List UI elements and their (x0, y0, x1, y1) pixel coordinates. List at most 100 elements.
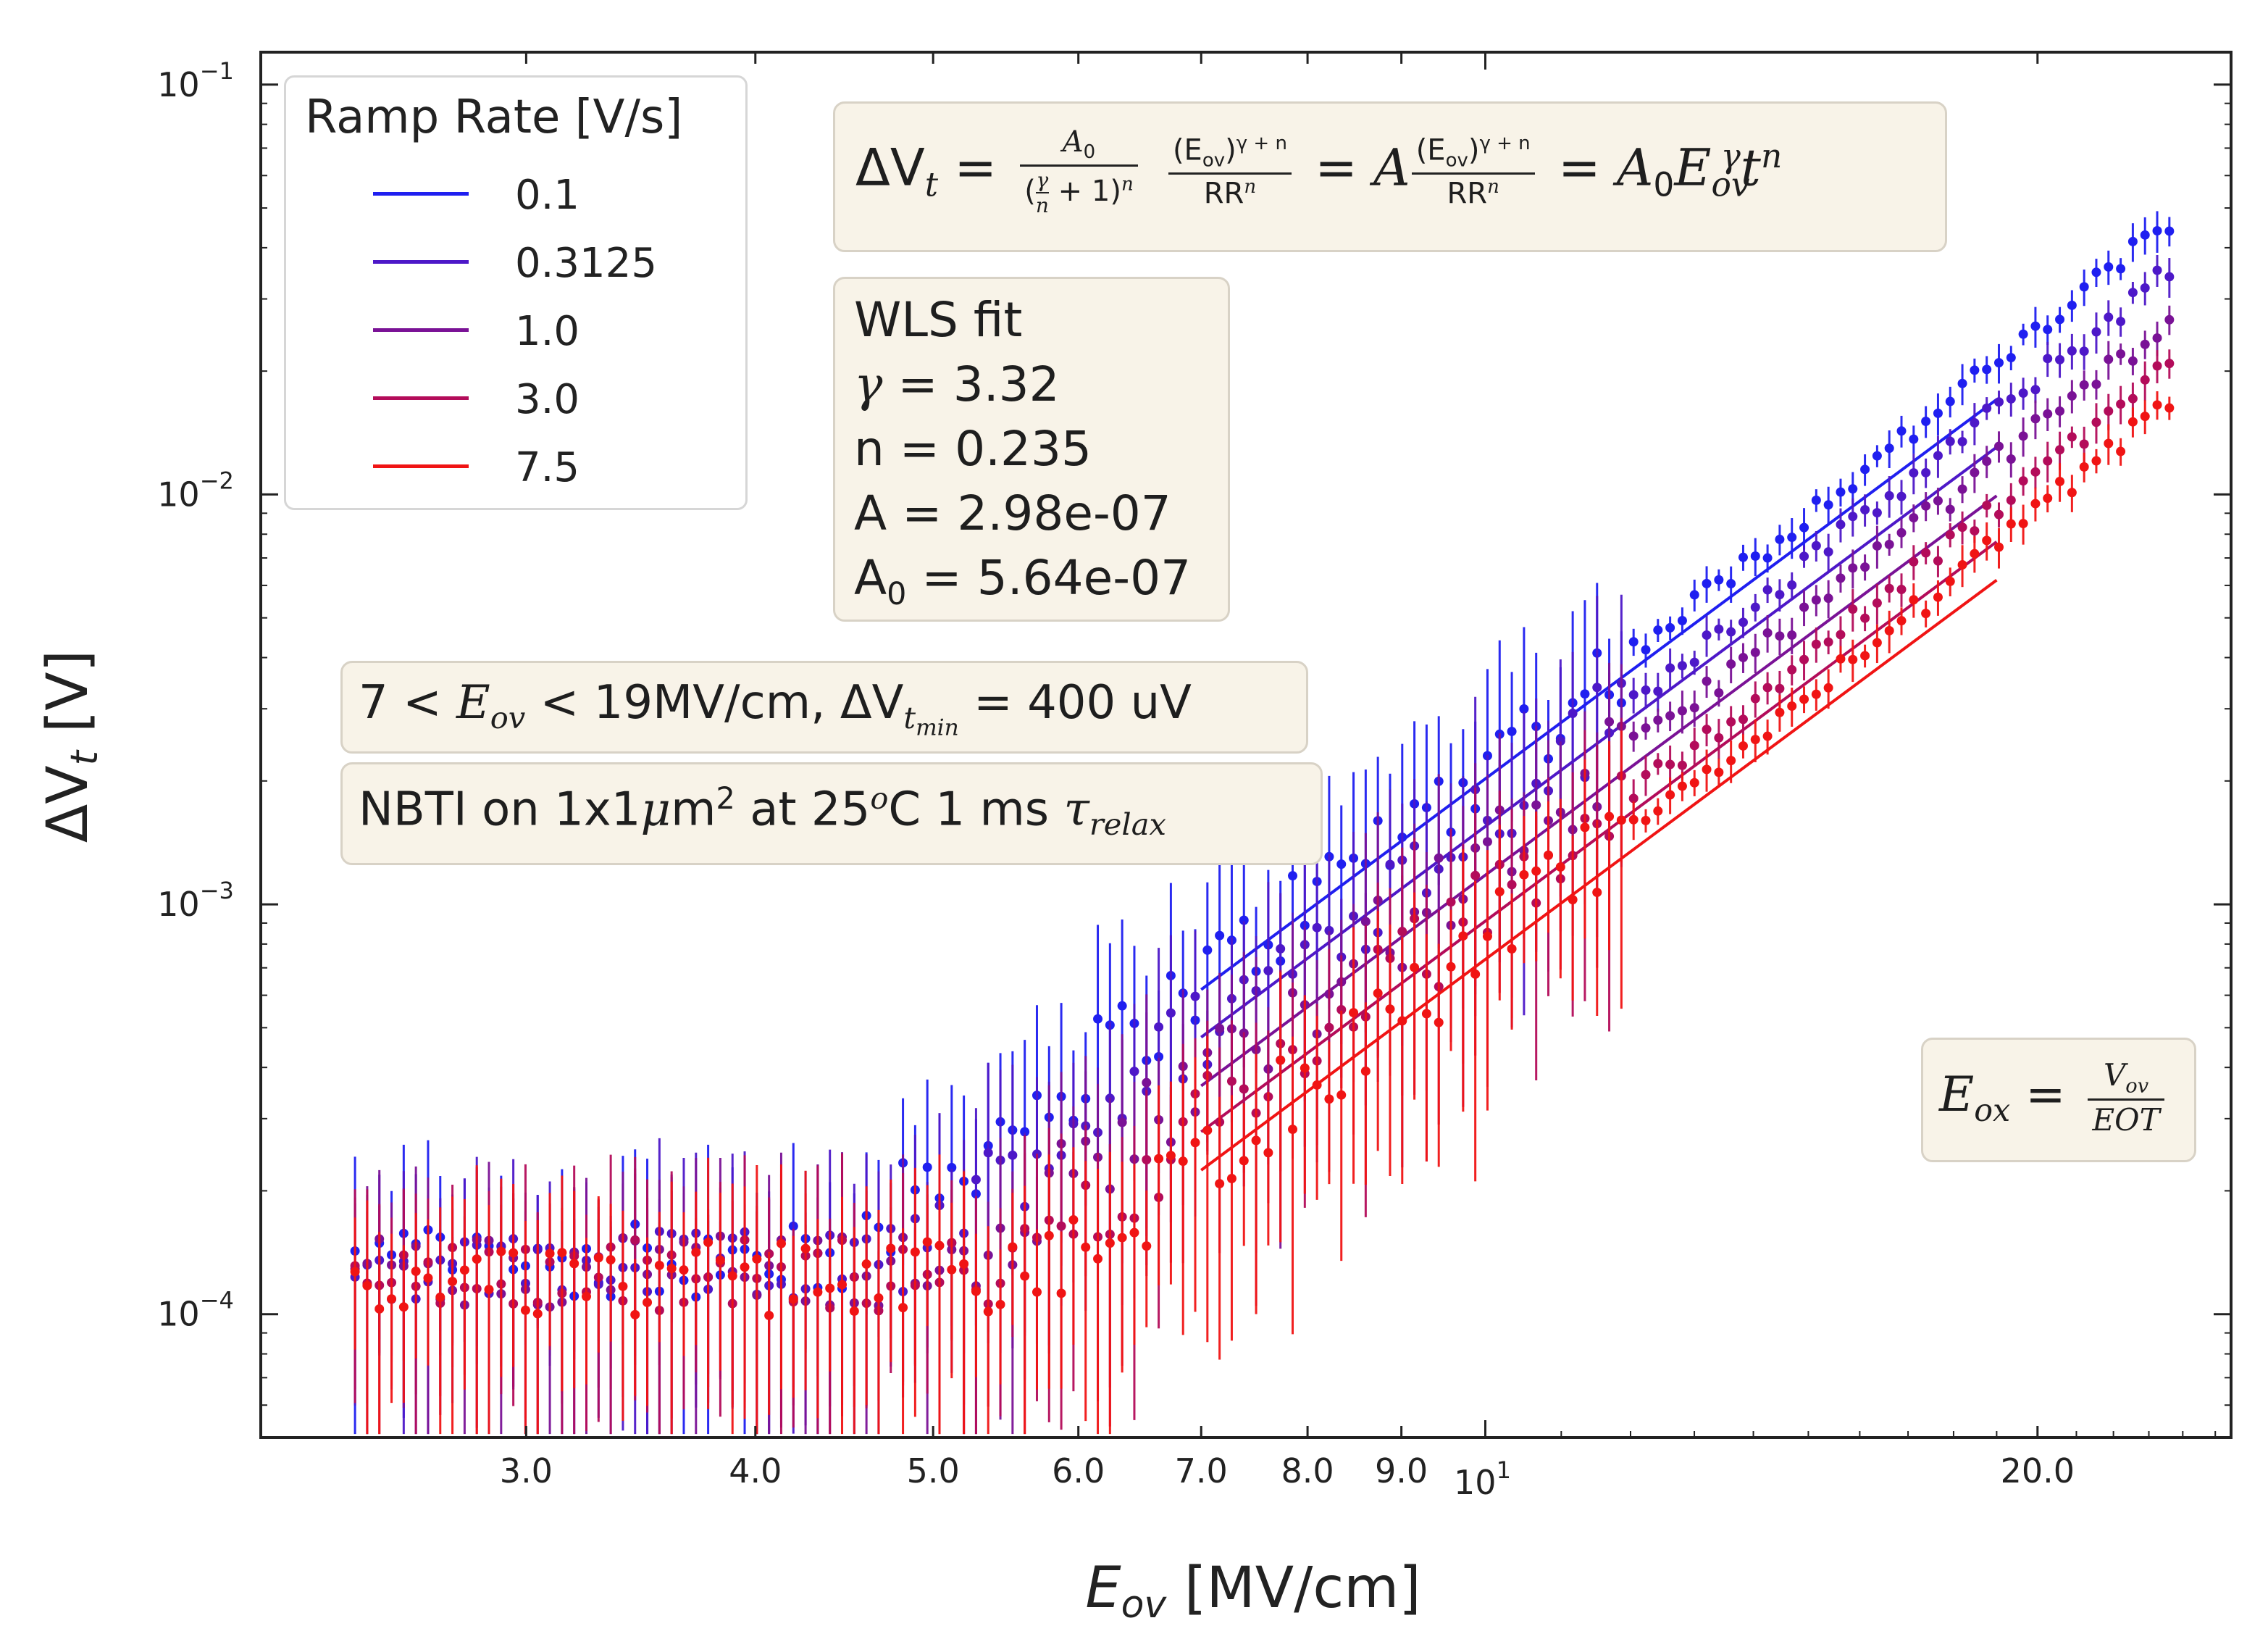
data-point (1738, 552, 1748, 562)
data-point (1799, 551, 1809, 562)
data-point (2152, 400, 2162, 410)
legend-label: 3.0 (515, 376, 580, 423)
data-point (849, 1306, 859, 1316)
eq-a0: A (1062, 125, 1084, 159)
data-point (2140, 283, 2150, 293)
data-point (861, 1259, 871, 1269)
data-point (1360, 917, 1371, 927)
data-point (2140, 230, 2150, 240)
data-point (910, 1247, 920, 1257)
data-point (1239, 915, 1249, 925)
data-point (2079, 462, 2089, 472)
x-decade-label: 101 (1454, 1456, 1511, 1502)
fit-a0: A0 = 5.64e-07 (854, 546, 1228, 627)
data-point (1702, 578, 1712, 588)
data-point (1385, 859, 1395, 869)
data-point (1921, 467, 1931, 477)
data-point (1921, 416, 1931, 426)
data-point (1215, 1179, 1225, 1189)
data-point (1799, 602, 1809, 612)
data-point (1689, 741, 1699, 751)
data-point (2140, 412, 2150, 422)
eox-e-sub: ox (1974, 1092, 2011, 1129)
data-point (1702, 676, 1712, 686)
data-point (2127, 393, 2138, 404)
eq-num-sub-2: ov (1445, 149, 1468, 171)
eq-rhs-e-sub: ov (1711, 165, 1750, 204)
data-point (2116, 446, 2126, 456)
eox-e: E (1939, 1066, 1975, 1122)
data-point (362, 1280, 372, 1290)
data-point (971, 1286, 981, 1296)
data-point (630, 1235, 640, 1245)
data-point (1957, 484, 1967, 494)
fit-line (1200, 398, 1998, 991)
eq-num-sup: γ + n (1236, 132, 1287, 154)
data-point (1933, 496, 1943, 506)
data-point (971, 1175, 981, 1185)
data-point (1641, 770, 1651, 780)
data-point (2104, 312, 2114, 322)
fit-line (1200, 541, 1998, 1133)
data-point (2116, 399, 2126, 409)
data-point (1166, 1151, 1176, 1161)
data-point (1263, 1148, 1273, 1158)
legend-entry-0.1: 0.1 (373, 172, 721, 219)
eox-eq: = (2025, 1066, 2066, 1122)
data-point (374, 1304, 385, 1314)
data-point (1239, 1156, 1249, 1166)
data-point (2043, 409, 2053, 419)
x-tick-label: 20.0 (2001, 1451, 2075, 1490)
data-point (1848, 484, 1858, 494)
data-point (1324, 1022, 1334, 1033)
eq-sign: = (954, 138, 997, 198)
data-point (934, 1240, 945, 1251)
data-point (1665, 622, 1675, 633)
data-point (922, 1162, 932, 1172)
legend-swatch (373, 396, 469, 400)
data-point (545, 1248, 555, 1259)
data-point (1872, 638, 1882, 648)
cond-mu: μ (640, 783, 671, 837)
data-point (727, 1271, 737, 1281)
data-point (1555, 736, 1565, 746)
data-point (1726, 756, 1736, 766)
data-point (1689, 657, 1699, 667)
data-point (1312, 922, 1322, 933)
series-7.5 (350, 391, 2175, 1435)
data-point (1373, 988, 1383, 998)
data-point (2043, 456, 2053, 466)
data-point (1056, 1288, 1066, 1298)
data-point (2091, 327, 2101, 337)
data-point (898, 1303, 908, 1313)
data-point (1653, 759, 1663, 769)
data-point (1702, 725, 1712, 735)
eq-den-rr: RR (1203, 177, 1244, 211)
data-point (666, 1264, 677, 1274)
cond-sup-2: 2 (716, 780, 735, 816)
data-point (1884, 443, 1894, 454)
data-point (1677, 661, 1687, 671)
data-point (1726, 717, 1736, 727)
eq-den-gamma: γ (1035, 168, 1049, 193)
data-point (1093, 1254, 1103, 1264)
data-point (630, 1309, 640, 1319)
range-text-b: < 19MV/cm, ΔV (525, 676, 904, 730)
eq-rhs-a: A (1616, 138, 1654, 198)
data-point (1142, 1155, 1152, 1165)
data-point (1799, 522, 1809, 533)
data-point (2067, 346, 2077, 356)
y-tick-label: 10−4 (157, 1287, 234, 1334)
data-point (1775, 631, 1785, 641)
eox-den: EOT (2092, 1102, 2160, 1138)
data-point (1507, 880, 1517, 890)
data-point (1349, 1008, 1359, 1018)
cond-text-c: at 25 (735, 783, 871, 837)
eq-mid-a: A (1373, 138, 1410, 198)
data-point (1982, 501, 1992, 511)
data-point (1653, 715, 1663, 725)
data-point (1896, 616, 1907, 626)
legend-label: 7.5 (515, 444, 580, 491)
eq-num-sub: ov (1202, 149, 1226, 171)
data-point (1970, 549, 1980, 559)
